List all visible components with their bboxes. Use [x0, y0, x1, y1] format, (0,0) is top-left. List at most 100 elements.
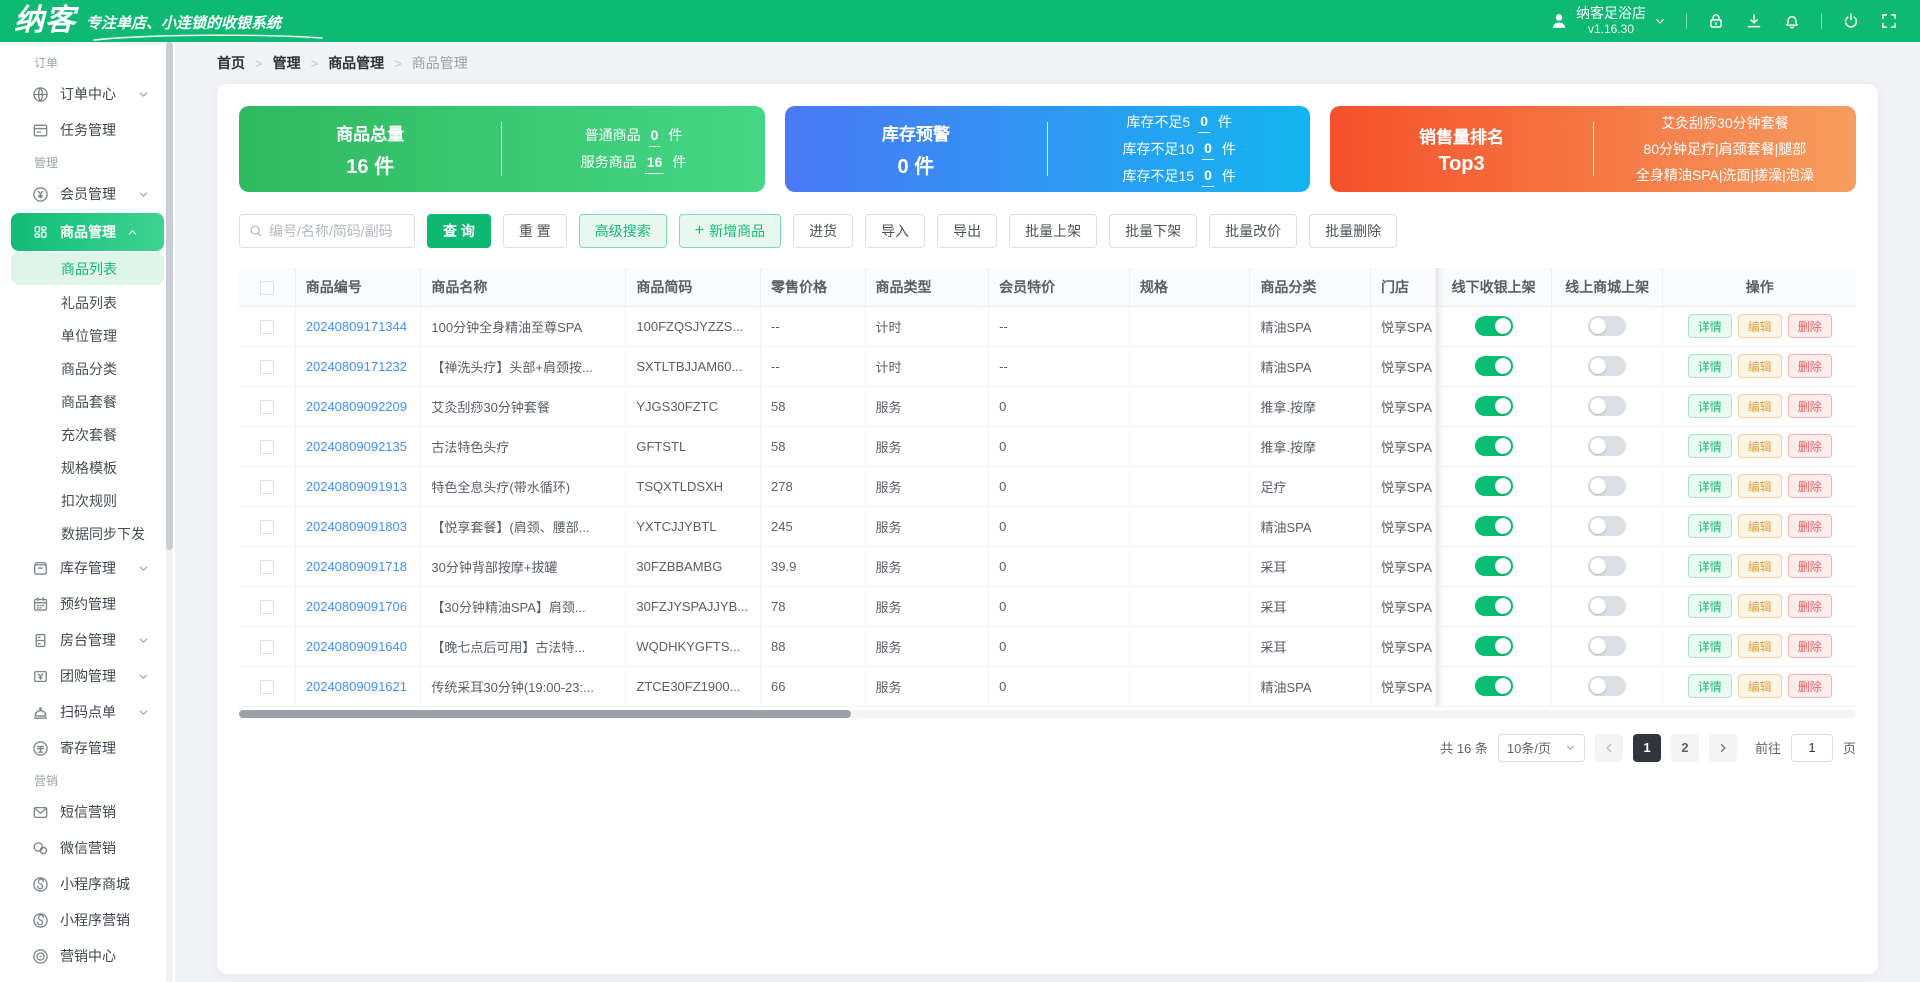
product-code-link[interactable]: 20240809091803 [305, 518, 407, 534]
product-code-link[interactable]: 20240809092209 [305, 398, 407, 414]
stat-row-number[interactable]: 0 [1202, 165, 1214, 187]
fullscreen-icon[interactable] [1880, 12, 1898, 30]
sidebar-subitem-扣次规则[interactable]: 扣次规则 [61, 492, 117, 509]
导入-button[interactable]: 导入 [865, 214, 926, 248]
stat-row-number[interactable]: 0 [1198, 111, 1210, 133]
sidebar-subitem-礼品列表[interactable]: 礼品列表 [61, 294, 117, 311]
sidebar-subitem-商品套餐[interactable]: 商品套餐 [61, 393, 117, 410]
detail-button[interactable]: 详情 [1687, 634, 1732, 658]
sidebar-item-订单中心[interactable]: 订单中心 [0, 76, 175, 112]
sidebar-item-扫码点单[interactable]: 扫码点单 [0, 694, 175, 730]
online-toggle[interactable] [1588, 676, 1627, 696]
detail-button[interactable]: 详情 [1687, 674, 1732, 698]
新增商品-button[interactable]: + 新增商品 [678, 214, 782, 248]
offline-toggle[interactable] [1474, 436, 1513, 456]
offline-toggle[interactable] [1474, 396, 1513, 416]
product-code-link[interactable]: 20240809091706 [305, 598, 407, 614]
detail-button[interactable]: 详情 [1687, 394, 1732, 418]
delete-button[interactable]: 删除 [1787, 594, 1832, 618]
sidebar-item-团购管理[interactable]: 团购管理 [0, 658, 175, 694]
sidebar-item-小程序营销[interactable]: 小程序营销 [0, 902, 175, 938]
offline-toggle[interactable] [1474, 316, 1513, 336]
edit-button[interactable]: 编辑 [1737, 354, 1782, 378]
online-toggle[interactable] [1588, 396, 1627, 416]
product-code-link[interactable]: 20240809092135 [305, 438, 407, 454]
online-toggle[interactable] [1588, 316, 1627, 336]
row-checkbox[interactable] [259, 479, 274, 494]
row-checkbox[interactable] [259, 599, 274, 614]
sidebar-item-寄存管理[interactable]: 寄存管理 [0, 730, 175, 766]
delete-button[interactable]: 删除 [1787, 554, 1832, 578]
detail-button[interactable]: 详情 [1687, 514, 1732, 538]
sidebar-item-营销中心[interactable]: 营销中心 [0, 938, 175, 974]
product-code-link[interactable]: 20240809091913 [305, 478, 407, 494]
edit-button[interactable]: 编辑 [1737, 394, 1782, 418]
edit-button[interactable]: 编辑 [1737, 594, 1782, 618]
product-code-link[interactable]: 20240809091621 [305, 678, 407, 694]
重置-button[interactable]: 重 置 [502, 214, 567, 248]
高级搜索-button[interactable]: 高级搜索 [578, 214, 667, 248]
edit-button[interactable]: 编辑 [1737, 434, 1782, 458]
sidebar-item-会员管理[interactable]: 会员管理 [0, 176, 175, 212]
row-checkbox[interactable] [259, 439, 274, 454]
account-menu[interactable]: 纳客足浴店 v1.16.30 [1550, 5, 1666, 36]
offline-toggle[interactable] [1474, 476, 1513, 496]
page-button-1[interactable]: 1 [1632, 733, 1661, 762]
stat-row-number[interactable]: 0 [1202, 138, 1214, 160]
row-checkbox[interactable] [259, 679, 274, 694]
row-checkbox[interactable] [259, 519, 274, 534]
online-toggle[interactable] [1588, 356, 1627, 376]
product-code-link[interactable]: 20240809091640 [305, 638, 407, 654]
delete-button[interactable]: 删除 [1787, 674, 1832, 698]
breadcrumb-item[interactable]: 首页 [217, 55, 245, 71]
bell-icon[interactable] [1783, 12, 1801, 30]
sidebar-item-预约管理[interactable]: 预约管理 [0, 586, 175, 622]
page-button-2[interactable]: 2 [1670, 733, 1699, 762]
online-toggle[interactable] [1588, 476, 1627, 496]
delete-button[interactable]: 删除 [1787, 514, 1832, 538]
delete-button[interactable]: 删除 [1787, 434, 1832, 458]
detail-button[interactable]: 详情 [1687, 594, 1732, 618]
sidebar-item-库存管理[interactable]: 库存管理 [0, 550, 175, 586]
edit-button[interactable]: 编辑 [1737, 474, 1782, 498]
sidebar-subitem-规格模板[interactable]: 规格模板 [61, 459, 117, 476]
查询-button[interactable]: 查 询 [427, 214, 491, 248]
sidebar-subitem-充次套餐[interactable]: 充次套餐 [61, 426, 117, 443]
prev-page-button[interactable] [1594, 733, 1623, 762]
delete-button[interactable]: 删除 [1787, 474, 1832, 498]
download-icon[interactable] [1745, 12, 1763, 30]
breadcrumb-item[interactable]: 管理 [272, 55, 301, 71]
sidebar-item-微信营销[interactable]: 微信营销 [0, 830, 175, 866]
delete-button[interactable]: 删除 [1787, 634, 1832, 658]
stat-row-number[interactable]: 16 [644, 152, 665, 174]
goto-page-input[interactable] [1790, 733, 1833, 762]
row-checkbox[interactable] [259, 359, 274, 374]
online-toggle[interactable] [1588, 556, 1627, 576]
detail-button[interactable]: 详情 [1687, 554, 1732, 578]
sidebar-subitem-数据同步下发[interactable]: 数据同步下发 [61, 525, 145, 542]
edit-button[interactable]: 编辑 [1737, 634, 1782, 658]
delete-button[interactable]: 删除 [1787, 314, 1832, 338]
sidebar-item-短信营销[interactable]: 短信营销 [0, 794, 175, 830]
online-toggle[interactable] [1588, 516, 1627, 536]
offline-toggle[interactable] [1474, 356, 1513, 376]
进货-button[interactable]: 进货 [793, 214, 854, 248]
stat-row-number[interactable]: 0 [648, 125, 661, 147]
sidebar-subitem-单位管理[interactable]: 单位管理 [61, 327, 117, 344]
page-size-select[interactable]: 10条/页 [1497, 733, 1585, 762]
lock-icon[interactable] [1707, 12, 1725, 30]
delete-button[interactable]: 删除 [1787, 354, 1832, 378]
horizontal-scrollbar-thumb[interactable] [239, 709, 851, 718]
批量改价-button[interactable]: 批量改价 [1209, 214, 1298, 248]
breadcrumb-item[interactable]: 商品管理 [328, 55, 385, 71]
offline-toggle[interactable] [1474, 676, 1513, 696]
offline-toggle[interactable] [1474, 636, 1513, 656]
edit-button[interactable]: 编辑 [1737, 514, 1782, 538]
edit-button[interactable]: 编辑 [1737, 554, 1782, 578]
sidebar-subitem-商品列表[interactable]: 商品列表 [11, 252, 164, 285]
detail-button[interactable]: 详情 [1687, 354, 1732, 378]
online-toggle[interactable] [1588, 436, 1627, 456]
select-all-checkbox[interactable] [259, 280, 274, 295]
offline-toggle[interactable] [1474, 556, 1513, 576]
edit-button[interactable]: 编辑 [1737, 314, 1782, 338]
